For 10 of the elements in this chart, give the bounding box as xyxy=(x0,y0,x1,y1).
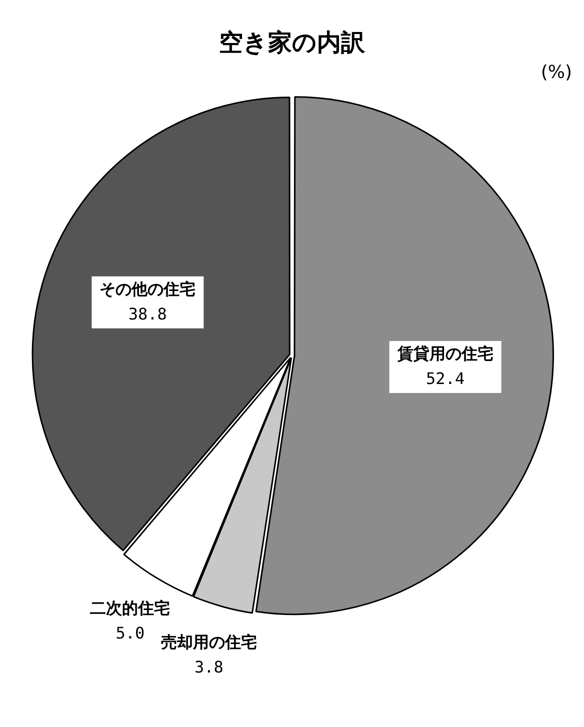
slice-label: その他の住宅 xyxy=(100,280,196,299)
slice-label: 二次的住宅 xyxy=(90,598,170,618)
data-label: 38.8 xyxy=(128,304,167,324)
data-label: 5.0 xyxy=(116,623,145,642)
data-label: 3.8 xyxy=(194,658,224,677)
text: (%) xyxy=(540,62,572,83)
data-label: 52.4 xyxy=(426,369,465,388)
slice-label: 売却用の住宅 xyxy=(160,632,257,652)
chart-title: 空き家の内訳 xyxy=(219,28,366,57)
slice-label: 賃貸用の住宅 xyxy=(396,344,494,364)
